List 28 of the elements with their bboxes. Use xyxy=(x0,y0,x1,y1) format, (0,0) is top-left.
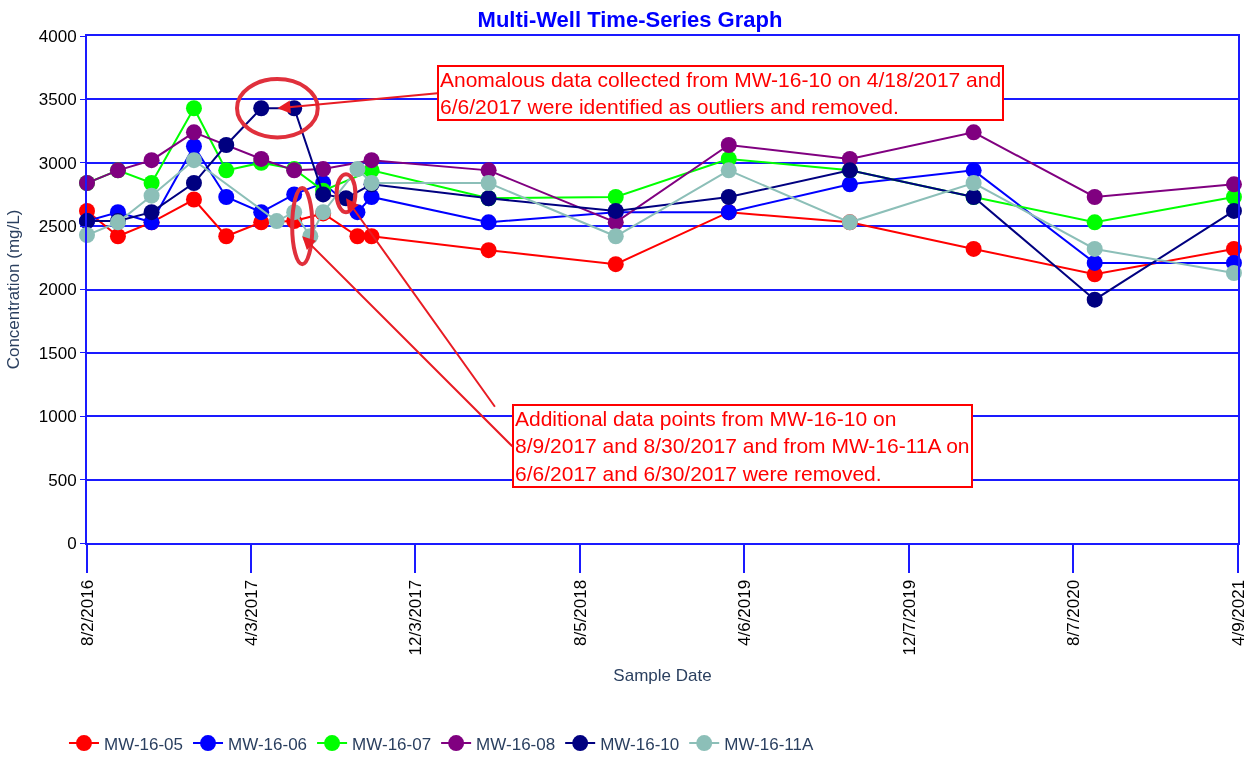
x-tick-label: 4/9/2021 xyxy=(1228,579,1248,646)
x-tick-label: 4/3/2017 xyxy=(241,579,261,646)
y-tick-label: 1500 xyxy=(38,343,77,363)
y-tick-label: 4000 xyxy=(38,26,77,46)
y-axis-title: Concentration (mg/L) xyxy=(3,209,23,370)
y-tick-label: 0 xyxy=(67,533,77,553)
x-tick-label: 8/5/2018 xyxy=(570,579,590,646)
y-tick-label: 2000 xyxy=(38,280,77,300)
x-tick-label: 12/7/2019 xyxy=(899,579,919,656)
x-axis-title: Sample Date xyxy=(613,666,712,686)
legend-label: MW-16-05 xyxy=(103,734,184,754)
annotation: Anomalous data collected from MW-16-10 on 4/18/2017 and 6/6/2017 were identified as outliers and removed. xyxy=(440,68,1002,119)
legend-label: MW-16-11A xyxy=(724,734,814,754)
x-tick-label: 4/6/2019 xyxy=(734,579,754,646)
legend-label: MW-16-06 xyxy=(228,734,308,754)
chart-title: Multi-Well Time-Series Graph xyxy=(477,7,783,33)
x-tick-label: 8/7/2020 xyxy=(1063,579,1083,646)
x-tick-label: 12/3/2017 xyxy=(405,579,425,656)
legend-label: MW-16-10 xyxy=(600,734,680,754)
x-tick-label: 8/2/2016 xyxy=(77,579,97,646)
y-tick-label: 1000 xyxy=(38,407,77,427)
y-tick-label: 500 xyxy=(48,470,77,490)
annotation: Additional data points from MW-16-10 on 8/9/2017 and 8/30/2017 and from MW-16-11A on 6/6/2017 and 6/30/2017 were removed. xyxy=(515,407,970,485)
y-tick-label: 3000 xyxy=(38,153,77,173)
legend-label: MW-16-08 xyxy=(476,734,556,754)
legend-label: MW-16-07 xyxy=(352,734,432,754)
y-tick-label: 3500 xyxy=(38,90,77,110)
y-tick-label: 2500 xyxy=(38,217,77,237)
